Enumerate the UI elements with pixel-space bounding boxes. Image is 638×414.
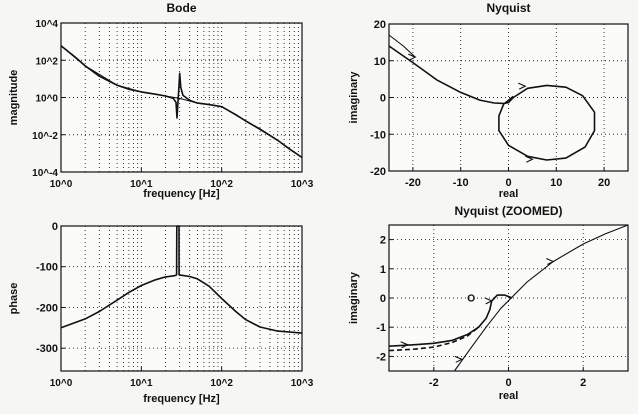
y-tick-label: 10^4	[35, 19, 58, 30]
x-axis-label: frequency [Hz]	[143, 188, 220, 200]
nyquist-chart: -20 -10 0 10 20 -20 -10 0 10 20 Nyquist real imagina…	[348, 1, 629, 200]
direction-arrow	[454, 355, 464, 363]
x-tick-label: 10^0	[50, 179, 73, 190]
nyquist-zoomed-chart: -2 0 2 -2 -1 0 1 2 Nyquist (ZOOMED) real imaginary	[348, 204, 629, 402]
x-tick-label: 10^0	[50, 378, 73, 389]
y-tick-label: 10^-4	[32, 168, 58, 179]
x-tick-label: -2	[429, 377, 439, 389]
series-line	[388, 326, 480, 352]
series-line	[388, 294, 513, 347]
axes-box	[60, 225, 303, 372]
y-tick-label: 20	[374, 19, 386, 31]
series-line	[388, 45, 596, 161]
y-tick-label: 10^-2	[32, 131, 58, 142]
direction-arrow	[484, 297, 494, 305]
y-tick-label: -1	[376, 322, 386, 334]
chart-title: Bode	[167, 1, 197, 15]
series-line	[453, 224, 629, 372]
y-tick-label: -2	[376, 351, 386, 363]
x-tick-label: 10^1	[130, 179, 153, 190]
x-tick-label: 10^1	[130, 378, 153, 389]
x-tick-label: 10	[550, 177, 562, 189]
direction-arrow	[518, 82, 527, 90]
x-tick-label: 0	[505, 177, 511, 189]
y-axis-label: imaginary	[348, 271, 360, 324]
direction-arrow	[525, 155, 534, 163]
direction-arrow	[408, 53, 417, 61]
y-tick-label: -300	[36, 343, 58, 355]
x-tick-label: 10^2	[210, 179, 233, 190]
x-tick-label: -10	[453, 177, 469, 189]
x-tick-label: 20	[598, 177, 610, 189]
y-tick-label: 10^0	[35, 94, 58, 105]
y-tick-label: -200	[36, 302, 58, 314]
x-tick-label: 0	[505, 377, 511, 389]
y-tick-label: 0	[380, 293, 386, 305]
y-tick-label: 0	[380, 93, 386, 105]
x-axis-label: real	[499, 390, 519, 402]
x-tick-label: 10^3	[291, 378, 314, 389]
x-tick-label: 2	[580, 377, 586, 389]
chart-title: Nyquist	[486, 1, 530, 15]
x-tick-label: -20	[405, 177, 421, 189]
x-tick-label: 10^2	[210, 378, 233, 389]
y-tick-label: -10	[370, 129, 386, 141]
y-axis-label: phase	[8, 283, 20, 315]
series-line	[60, 45, 303, 158]
y-axis-label: imaginary	[348, 71, 360, 124]
x-axis-label: real	[499, 188, 519, 200]
y-tick-label: -20	[370, 166, 386, 178]
direction-arrow	[400, 341, 409, 349]
x-axis-label: frequency [Hz]	[143, 393, 220, 405]
critical-point-marker	[467, 294, 475, 302]
y-axis-label: magnitude	[8, 70, 20, 126]
y-tick-label: 10^2	[35, 56, 58, 67]
direction-arrow	[546, 257, 555, 265]
chart-title: Nyquist (ZOOMED)	[455, 204, 563, 218]
bode-phase-chart: 10^0 10^1 10^2 10^3 -300 -200 -100 0 frequency […	[8, 221, 314, 405]
y-tick-label: -100	[36, 262, 58, 274]
x-tick-label: 10^3	[291, 179, 314, 190]
y-tick-label: 2	[380, 235, 386, 247]
y-tick-label: 0	[52, 221, 58, 233]
bode-magnitude-chart: 10^0 10^1 10^2 10^3 10^-4 10^-2 10^0 10^2 10^4 Bo…	[8, 1, 314, 200]
plot-area	[61, 226, 302, 371]
series-line	[388, 34, 416, 58]
y-tick-label: 1	[380, 264, 386, 276]
y-tick-label: 10	[374, 56, 386, 68]
